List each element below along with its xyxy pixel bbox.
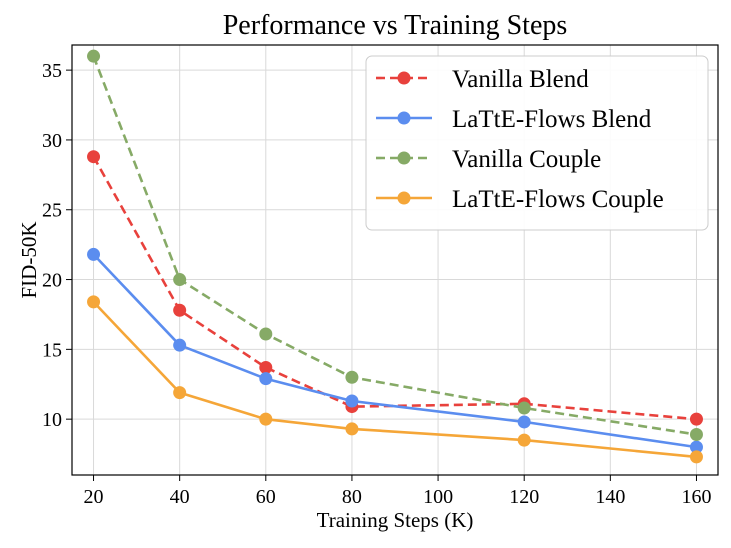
x-tick-label: 40: [170, 486, 190, 508]
data-point-latte-flows-couple: [173, 386, 187, 400]
data-point-latte-flows-blend: [345, 394, 359, 408]
series-latte-flows-blend: [87, 247, 703, 454]
data-point-vanilla-couple: [173, 273, 187, 287]
data-point-vanilla-blend: [689, 412, 703, 426]
y-tick-label: 20: [42, 270, 62, 292]
series-line-latte-flows-blend: [92, 253, 697, 449]
data-point-latte-flows-blend: [517, 415, 531, 429]
legend-label-vanilla-couple: Vanilla Couple: [452, 146, 601, 173]
legend-label-vanilla-blend: Vanilla Blend: [452, 66, 589, 93]
data-point-latte-flows-blend: [173, 338, 187, 352]
legend-marker-vanilla-couple: [397, 151, 411, 165]
data-point-latte-flows-couple: [87, 295, 101, 309]
chart-title: Performance vs Training Steps: [223, 10, 568, 41]
data-point-latte-flows-couple: [259, 412, 273, 426]
legend-marker-vanilla-blend: [397, 71, 411, 85]
data-point-latte-flows-blend: [259, 372, 273, 386]
x-axis-title: Training Steps (K): [317, 508, 474, 532]
data-point-latte-flows-blend: [87, 247, 101, 261]
data-point-vanilla-couple: [517, 401, 531, 415]
legend-label-latte-flows-blend: LaTtE-Flows Blend: [452, 106, 652, 133]
data-point-vanilla-couple: [259, 327, 273, 341]
y-tick-label: 15: [42, 339, 62, 361]
y-tick-label: 30: [42, 130, 62, 152]
y-tick-label: 25: [42, 200, 62, 222]
x-tick-label: 120: [509, 486, 539, 508]
series-latte-flows-couple: [87, 295, 703, 464]
data-point-vanilla-couple: [689, 428, 703, 442]
x-tick-label: 20: [84, 486, 104, 508]
data-point-vanilla-blend: [87, 150, 101, 164]
data-point-latte-flows-couple: [345, 422, 359, 436]
data-point-vanilla-blend: [173, 303, 187, 317]
legend-label-latte-flows-couple: LaTtE-Flows Couple: [452, 186, 664, 213]
legend-box: [365, 55, 709, 231]
series-line-vanilla-blend: [92, 156, 697, 421]
series-line-latte-flows-couple: [92, 301, 697, 459]
x-tick-label: 60: [256, 486, 276, 508]
data-point-latte-flows-couple: [517, 433, 531, 447]
axis-ticks: 20 40 60 80 100 120 140 160 10 15 20 25 30 35: [42, 60, 711, 508]
legend-marker-latte-flows-couple: [397, 191, 411, 205]
x-tick-label: 80: [342, 486, 362, 508]
series-vanilla-couple: [87, 49, 703, 442]
data-point-vanilla-blend: [259, 361, 273, 374]
x-tick-label: 100: [423, 486, 453, 508]
x-tick-label: 160: [681, 486, 711, 508]
legend: Vanilla Blend LaTtE-Flows Blend Vanilla Co…: [365, 55, 709, 231]
legend-marker-latte-flows-blend: [397, 111, 411, 125]
data-point-latte-flows-couple: [689, 450, 703, 464]
y-axis-title: FID-50K: [17, 222, 41, 299]
plot-area-frame: [71, 44, 719, 476]
data-point-vanilla-couple: [345, 370, 359, 384]
data-series: [87, 49, 703, 464]
x-tick-label: 140: [595, 486, 625, 508]
data-point-vanilla-couple: [87, 49, 101, 63]
y-tick-label: 10: [42, 409, 62, 431]
data-point-latte-flows-blend: [689, 440, 703, 454]
series-line-vanilla-couple: [92, 55, 697, 436]
y-tick-label: 35: [42, 60, 62, 82]
